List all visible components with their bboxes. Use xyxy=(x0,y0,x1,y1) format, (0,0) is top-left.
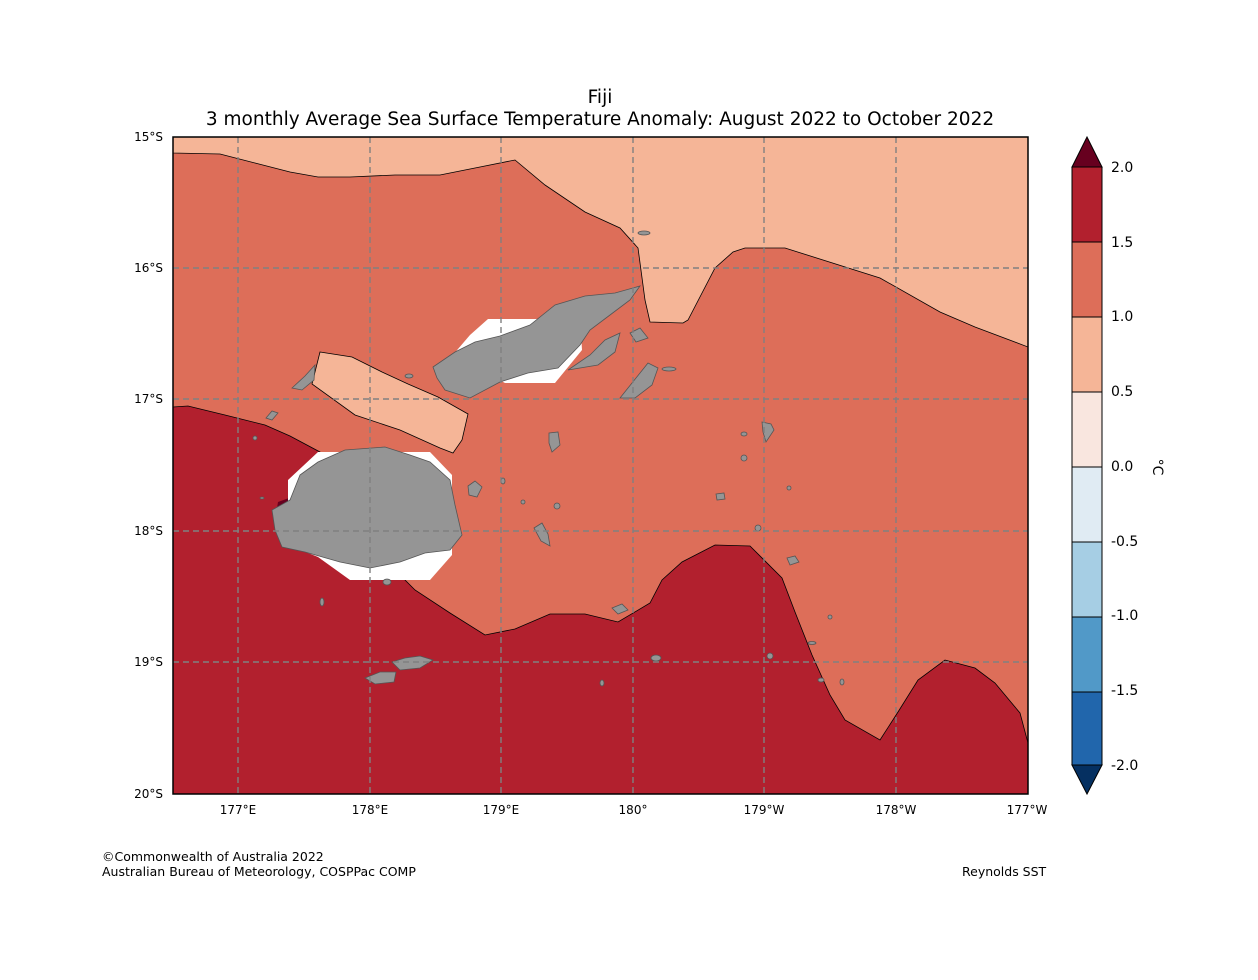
map-subtitle: 3 monthly Average Sea Surface Temperatur… xyxy=(205,109,995,130)
colorbar-tick-label: -0.5 xyxy=(1111,534,1138,550)
lon-tick-label: 179°W xyxy=(744,803,785,817)
island-koro xyxy=(548,431,561,453)
anomaly-zone-0.5-1.0-west xyxy=(311,351,469,454)
island-taveuni xyxy=(567,332,621,371)
island-kadavu xyxy=(364,671,397,685)
map-frame xyxy=(172,136,1029,795)
graticule xyxy=(173,137,1028,794)
island-small xyxy=(259,496,265,500)
colorbar-segment xyxy=(1072,542,1102,617)
colorbar-segment xyxy=(1072,317,1102,392)
island-small xyxy=(650,654,662,662)
island-small xyxy=(252,435,258,441)
lon-tick-label: 180° xyxy=(619,803,648,817)
island-lau-1 xyxy=(761,421,775,443)
colorbar-tick-label: 1.0 xyxy=(1111,309,1133,325)
colorbar-tick-label: 0.0 xyxy=(1111,459,1133,475)
island-small xyxy=(520,499,526,505)
island-small xyxy=(839,678,845,686)
colorbar-segment xyxy=(1072,167,1102,242)
lat-tick-label: 19°S xyxy=(134,655,163,669)
island-small xyxy=(319,597,325,607)
island-small xyxy=(553,502,561,510)
island-ovalau xyxy=(467,480,483,498)
island-qamea xyxy=(629,327,649,343)
colorbar-segment xyxy=(1072,617,1102,692)
island-small xyxy=(807,641,817,645)
island-yasawa xyxy=(291,363,316,391)
island-lau-2 xyxy=(786,555,800,566)
colorbar-segment xyxy=(1072,692,1102,765)
colorbar-segment xyxy=(1072,467,1102,542)
island-gau xyxy=(533,522,551,547)
anomaly-zone-0.5-1.0-north xyxy=(173,137,1028,348)
island-lakeba-north xyxy=(619,362,659,399)
colorbar-under-triangle xyxy=(1071,764,1103,796)
island-small xyxy=(817,677,825,683)
lat-tick-label: 20°S xyxy=(134,787,163,801)
island-vanua-levu xyxy=(432,285,641,399)
island-small xyxy=(754,524,762,532)
lon-tick-label: 178°E xyxy=(352,803,389,817)
colorbar: 2.0 1.5 1.0 0.5 0.0 -0.5 -1.0 -1.5 -2.0 … xyxy=(1071,135,1165,796)
lon-tick-label: 178°W xyxy=(876,803,917,817)
island-small xyxy=(637,230,651,236)
copyright-text: ©Commonwealth of Australia 2022 xyxy=(102,849,324,864)
island-mamanuca xyxy=(265,410,279,421)
colorbar-unit-label: °C xyxy=(1149,459,1165,476)
island-small xyxy=(786,485,792,491)
island-small xyxy=(599,679,605,687)
colorbar-over-triangle xyxy=(1071,135,1103,168)
island-small xyxy=(740,431,748,437)
dataset-source: Reynolds SST xyxy=(962,864,1047,879)
lat-tick-label: 18°S xyxy=(134,524,163,538)
lon-tick-labels: 177°E 178°E 179°E 180° 179°W 178°W 177°W xyxy=(220,803,1048,817)
island-lau-4 xyxy=(715,492,726,501)
lat-tick-label: 16°S xyxy=(134,261,163,275)
island-kadavu-east xyxy=(391,655,434,671)
lat-tick-labels: 15°S 16°S 17°S 18°S 19°S 20°S xyxy=(134,130,163,801)
island-small xyxy=(661,366,677,372)
colorbar-tick-label: 0.5 xyxy=(1111,384,1133,400)
colorbar-tick-label: -1.0 xyxy=(1111,608,1138,624)
island-viti-levu xyxy=(271,446,463,569)
colorbar-tick-label: 1.5 xyxy=(1111,235,1133,251)
map-title: Fiji xyxy=(587,87,613,108)
lat-tick-label: 17°S xyxy=(134,392,163,406)
credit-block: ©Commonwealth of Australia 2022 Australi… xyxy=(102,849,416,879)
island-small xyxy=(827,614,833,620)
colorbar-segment xyxy=(1072,392,1102,467)
colorbar-tick-label: -1.5 xyxy=(1111,683,1138,699)
island-small xyxy=(404,373,414,379)
colorbar-tick-label: -2.0 xyxy=(1111,758,1138,774)
agency-text: Australian Bureau of Meteorology, COSPPa… xyxy=(102,864,416,879)
map-area xyxy=(173,137,1028,794)
island-small xyxy=(740,454,748,462)
lon-tick-label: 179°E xyxy=(483,803,520,817)
colorbar-tick-label: 2.0 xyxy=(1111,160,1133,176)
lon-tick-label: 177°W xyxy=(1007,803,1048,817)
island-small xyxy=(382,578,392,586)
island-lau-3 xyxy=(611,603,629,615)
lon-tick-label: 177°E xyxy=(220,803,257,817)
land-masses xyxy=(252,230,845,687)
island-small xyxy=(766,652,774,660)
colorbar-segment xyxy=(1072,242,1102,317)
lat-tick-label: 15°S xyxy=(134,130,163,144)
